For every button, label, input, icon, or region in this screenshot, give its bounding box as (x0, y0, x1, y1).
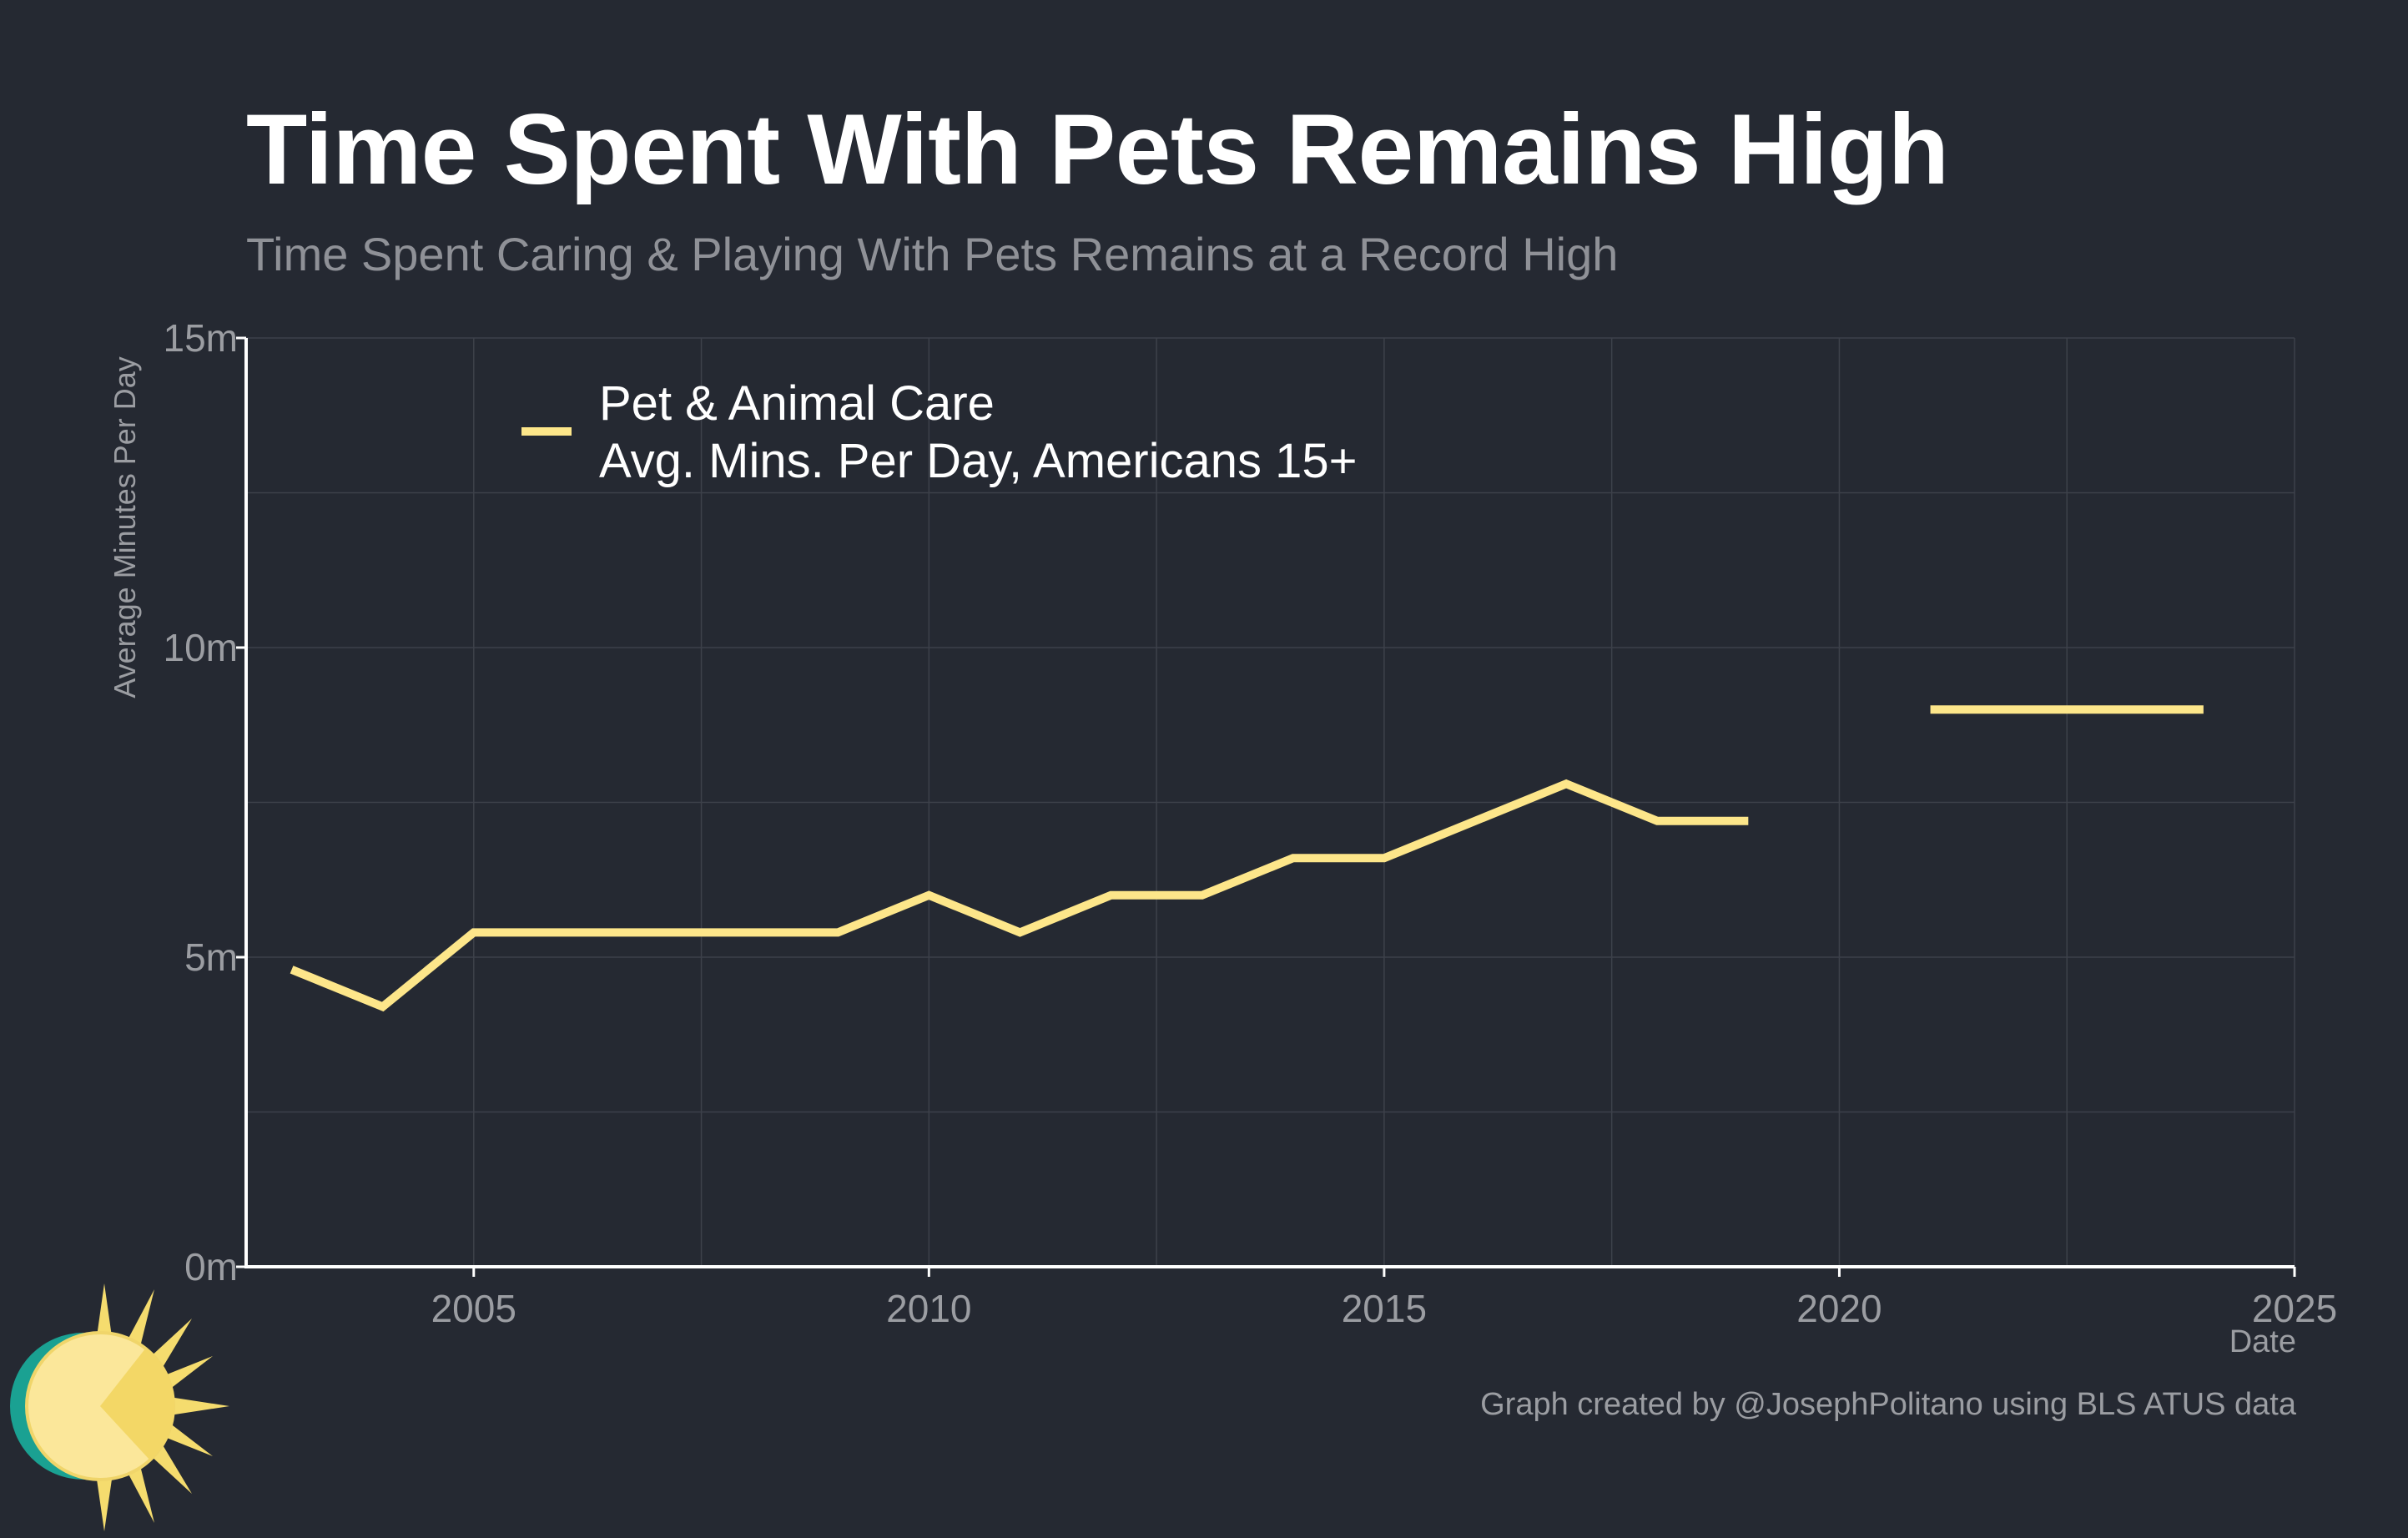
x-tick-label: 2010 (886, 1287, 971, 1330)
grid-lines (246, 337, 2295, 1267)
series-line (290, 779, 1749, 1012)
series-lines (290, 705, 2204, 1012)
y-tick-label: 15m (164, 316, 238, 360)
chart-subtitle: Time Spent Caring & Playing With Pets Re… (246, 228, 1619, 280)
x-tick-label: 2025 (2252, 1287, 2337, 1330)
x-tick-label: 2020 (1796, 1287, 1882, 1330)
sun-logo-icon (10, 1283, 229, 1531)
y-tick-label: 0m (184, 1245, 238, 1288)
y-tick-label: 10m (164, 626, 238, 669)
x-tick-label: 2015 (1342, 1287, 1427, 1330)
legend-label: Pet & Animal Care (599, 376, 995, 431)
y-axis-label: Average Minutes Per Day (108, 356, 142, 698)
x-tick-label: 2005 (431, 1287, 516, 1330)
y-tick-label: 5m (184, 935, 238, 979)
tick-labels: 2005 2010 2015 2020 2025 0m 5m 10m 15m (164, 316, 2338, 1330)
source-caption: Graph created by @JosephPolitano using B… (1480, 1387, 2296, 1422)
x-axis-label: Date (2229, 1324, 2296, 1359)
legend-label: Avg. Mins. Per Day, Americans 15+ (599, 434, 1358, 488)
chart-title: Time Spent With Pets Remains High (246, 93, 1949, 205)
axes (244, 338, 2295, 1268)
